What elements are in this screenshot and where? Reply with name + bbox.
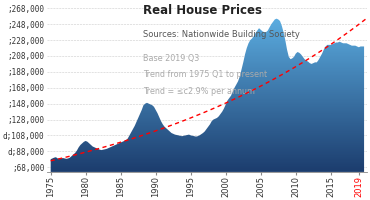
Text: Trend = ≤c2.9% per annum: Trend = ≤c2.9% per annum <box>143 87 255 96</box>
Text: Real House Prices: Real House Prices <box>143 4 262 17</box>
Text: Sources: Nationwide Building Society: Sources: Nationwide Building Society <box>143 30 300 39</box>
Text: Base 2019 Q3: Base 2019 Q3 <box>143 54 199 63</box>
Text: Trend from 1975 Q1 to present: Trend from 1975 Q1 to present <box>143 70 267 79</box>
